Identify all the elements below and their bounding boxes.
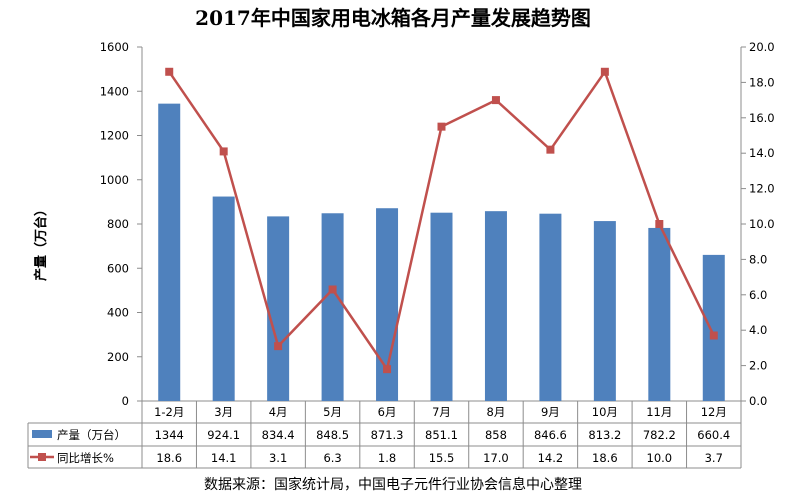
category-label: 12月 <box>701 405 727 419</box>
bar-production <box>539 213 562 401</box>
right-tick-label: 4.0 <box>749 323 767 337</box>
legend-label-production: 产量（万台） <box>57 428 126 442</box>
right-tick-label: 14.0 <box>749 146 775 160</box>
category-label: 9月 <box>541 405 560 419</box>
right-tick-label: 20.0 <box>749 40 775 54</box>
right-tick-label: 0.0 <box>749 394 767 408</box>
point-yoy-growth <box>274 342 283 351</box>
table-value-yoy-growth: 3.7 <box>705 451 723 465</box>
table-value-yoy-growth: 6.3 <box>323 451 341 465</box>
point-yoy-growth <box>437 122 446 131</box>
left-tick-label: 800 <box>107 217 129 231</box>
bar-production <box>593 221 616 401</box>
point-yoy-growth <box>491 96 500 105</box>
table-value-yoy-growth: 10.0 <box>647 451 673 465</box>
table-value-production: 846.6 <box>534 428 567 442</box>
bar-production <box>648 227 671 401</box>
point-yoy-growth <box>709 331 718 340</box>
right-tick-label: 18.0 <box>749 75 775 89</box>
table-value-yoy-growth: 1.8 <box>378 451 396 465</box>
table-value-yoy-growth: 17.0 <box>483 451 509 465</box>
category-label: 5月 <box>323 405 342 419</box>
legend-swatch-yoy-marker <box>38 453 46 461</box>
point-yoy-growth <box>655 220 664 228</box>
table-value-yoy-growth: 3.1 <box>269 451 287 465</box>
right-tick-label: 6.0 <box>749 288 767 302</box>
left-tick-label: 600 <box>107 261 129 275</box>
category-label: 6月 <box>378 405 397 419</box>
category-label: 8月 <box>487 405 506 419</box>
table-value-yoy-growth: 18.6 <box>156 451 182 465</box>
right-tick-label: 12.0 <box>749 182 775 196</box>
bar-production <box>376 208 399 401</box>
left-tick-label: 1200 <box>100 129 129 143</box>
point-yoy-growth <box>165 67 174 76</box>
table-value-production: 871.3 <box>371 428 404 442</box>
point-yoy-growth <box>219 147 228 156</box>
data-source-note: 数据来源：国家统计局，中国电子元件行业协会信息中心整理 <box>204 476 582 493</box>
right-tick-label: 10.0 <box>749 217 775 231</box>
table-value-yoy-growth: 18.6 <box>592 451 618 465</box>
point-yoy-growth <box>383 365 392 374</box>
table-value-yoy-growth: 14.1 <box>211 451 237 465</box>
left-tick-label: 1000 <box>100 173 129 187</box>
bar-production <box>430 212 453 401</box>
category-label: 10月 <box>592 405 618 419</box>
table-value-production: 848.5 <box>316 428 349 442</box>
left-tick-label: 400 <box>107 306 129 320</box>
table-value-production: 660.4 <box>697 428 730 442</box>
bar-production <box>212 196 235 401</box>
table-value-yoy-growth: 15.5 <box>429 451 455 465</box>
table-value-production: 782.2 <box>643 428 676 442</box>
table-value-production: 924.1 <box>207 428 240 442</box>
table-value-production: 813.2 <box>588 428 621 442</box>
left-tick-label: 1600 <box>100 40 129 54</box>
right-tick-label: 8.0 <box>749 252 767 266</box>
right-tick-label: 2.0 <box>749 359 767 373</box>
left-tick-label: 1400 <box>100 84 129 98</box>
chart-title: 2017年中国家用电冰箱各月产量发展趋势图 <box>195 6 591 30</box>
legend-swatch-production <box>32 430 52 438</box>
category-label: 7月 <box>432 405 451 419</box>
right-tick-label: 16.0 <box>749 111 775 125</box>
y-axis-label: 产量（万台） <box>33 203 49 281</box>
left-tick-label: 0 <box>122 394 129 408</box>
point-yoy-growth <box>546 145 555 154</box>
table-value-production: 851.1 <box>425 428 458 442</box>
bar-production <box>158 103 181 401</box>
left-tick-label: 200 <box>107 350 129 364</box>
table-value-production: 834.4 <box>262 428 295 442</box>
category-label: 11月 <box>646 405 672 419</box>
category-label: 4月 <box>269 405 288 419</box>
table-value-production: 1344 <box>155 428 184 442</box>
table-value-production: 858 <box>485 428 507 442</box>
bar-production <box>484 211 507 401</box>
bar-production <box>267 216 290 401</box>
point-yoy-growth <box>600 67 609 76</box>
point-yoy-growth <box>328 285 337 294</box>
legend-label-yoy-growth: 同比增长% <box>57 451 114 465</box>
category-label: 1-2月 <box>154 405 184 419</box>
table-value-yoy-growth: 14.2 <box>538 451 564 465</box>
category-label: 3月 <box>214 405 233 419</box>
bar-production <box>702 254 725 401</box>
bar-production <box>321 213 344 401</box>
